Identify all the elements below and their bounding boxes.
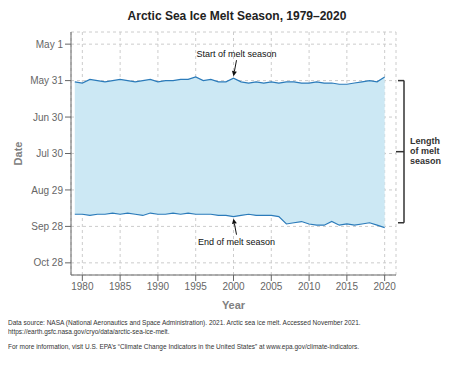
- svg-text:Jun 30: Jun 30: [33, 112, 63, 123]
- svg-text:2005: 2005: [260, 281, 283, 292]
- svg-text:End of melt season: End of melt season: [198, 237, 275, 247]
- svg-text:2015: 2015: [336, 281, 359, 292]
- html-text:Data source: NASA (National Ae: Data source: NASA (National Aeronautics …: [8, 319, 361, 326]
- html-text:https://earth.gsfc.nasa.gov/cr: https://earth.gsfc.nasa.gov/cryo/data/ar…: [8, 328, 170, 335]
- svg-text:Sep 28: Sep 28: [31, 221, 63, 232]
- svg-text:2010: 2010: [298, 281, 321, 292]
- svg-text:Oct 28: Oct 28: [34, 257, 64, 268]
- svg-text:Start of melt season: Start of melt season: [196, 49, 276, 59]
- svg-text:1995: 1995: [185, 281, 208, 292]
- html-text:Arctic Sea Ice Melt Season, 19: Arctic Sea Ice Melt Season, 1979–2020: [127, 9, 347, 23]
- svg-text:May 1: May 1: [36, 39, 64, 50]
- svg-text:1985: 1985: [109, 281, 132, 292]
- svg-text:Year: Year: [222, 299, 246, 311]
- svg-text:2020: 2020: [374, 281, 397, 292]
- svg-text:Jul 30: Jul 30: [36, 148, 63, 159]
- svg-text:Date: Date: [12, 142, 24, 166]
- svg-text:May 31: May 31: [30, 75, 63, 86]
- svg-text:2000: 2000: [222, 281, 245, 292]
- svg-text:1990: 1990: [147, 281, 170, 292]
- html-text:For more information, visit U.: For more information, visit U.S. EPA’s “…: [8, 343, 360, 350]
- svg-text:1980: 1980: [71, 281, 94, 292]
- svg-text:Lengthof meltseason: Lengthof meltseason: [410, 136, 441, 166]
- svg-text:Aug 29: Aug 29: [31, 185, 63, 196]
